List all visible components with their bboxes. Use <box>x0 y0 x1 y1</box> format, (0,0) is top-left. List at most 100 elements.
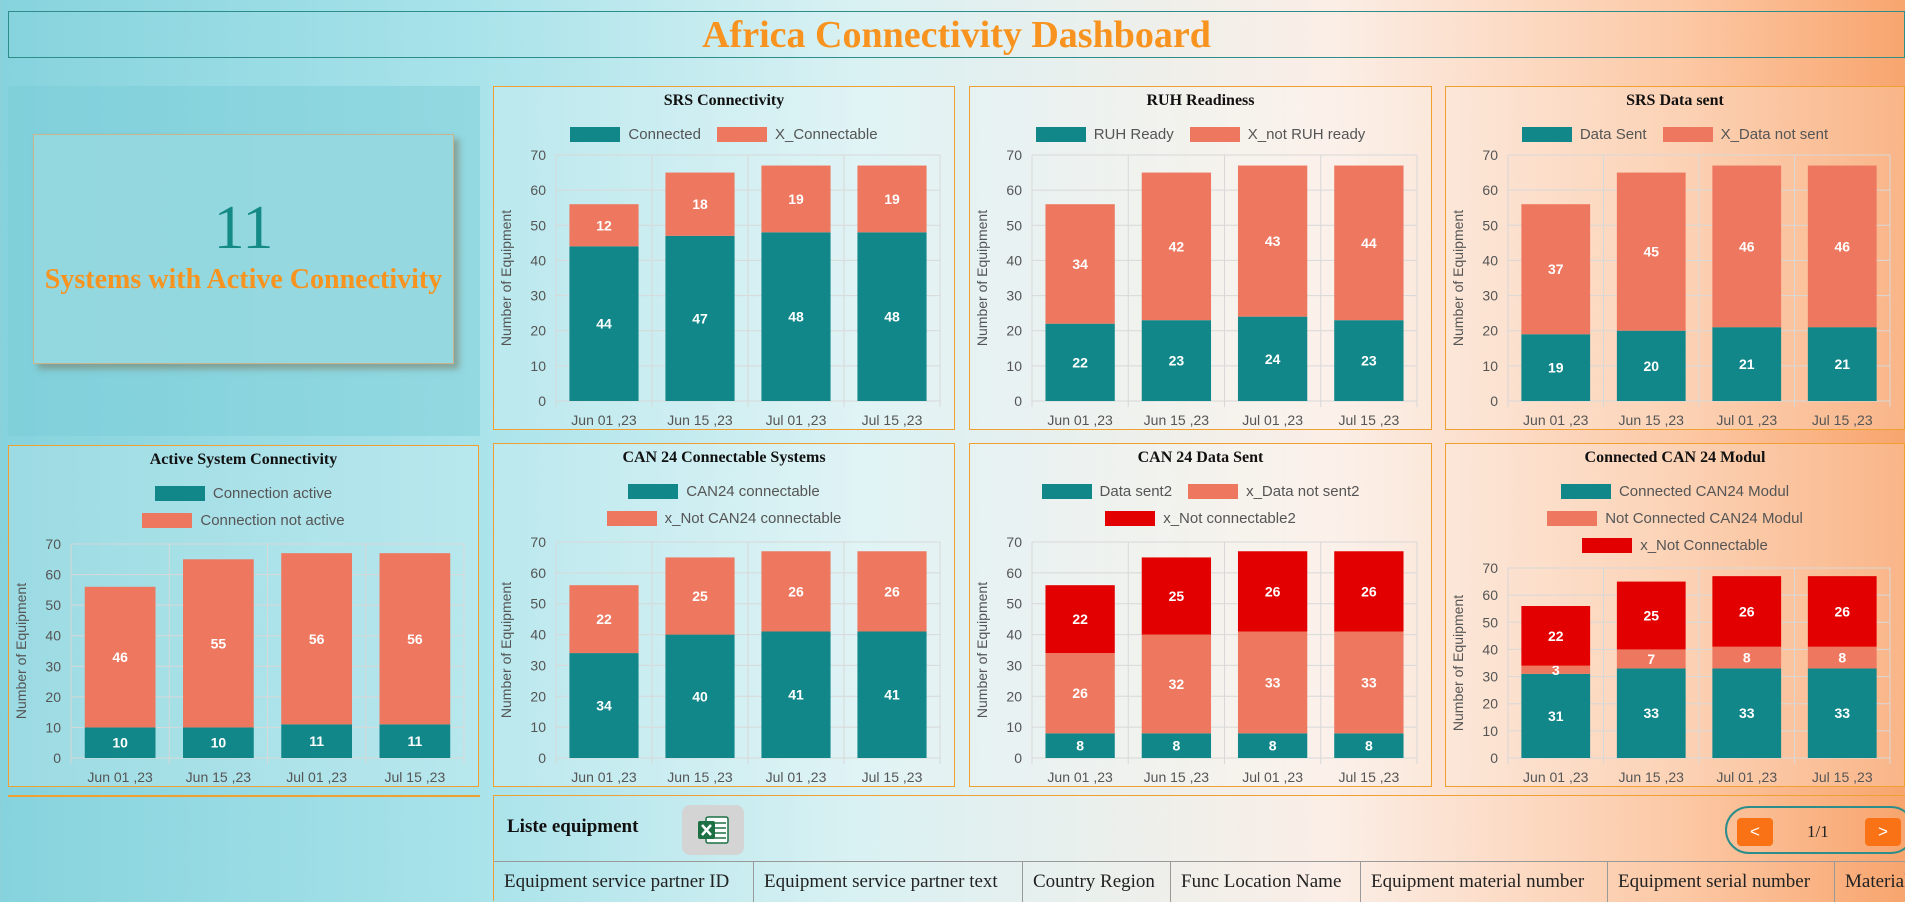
data-label: 31 <box>1548 708 1564 724</box>
data-label: 25 <box>692 588 708 604</box>
y-tick-label: 20 <box>530 323 546 339</box>
srs-data-sent-panel: SRS Data sent Data Sent X_Data not sent 0 10… <box>1445 86 1905 430</box>
column-header[interactable]: Equipment service partner ID <box>494 862 754 902</box>
x-tick-label: Jun 15 ,23 <box>1144 412 1210 428</box>
bar-segment <box>665 557 735 635</box>
data-label: 3 <box>1552 662 1560 678</box>
data-label: 42 <box>1169 238 1185 254</box>
y-tick-label: 10 <box>530 358 546 374</box>
y-tick-label: 70 <box>530 147 546 163</box>
column-header[interactable]: Func Location Name <box>1171 862 1361 902</box>
bar-segment <box>1237 165 1308 317</box>
data-label: 55 <box>211 635 227 651</box>
bar-segment <box>1141 320 1212 401</box>
srs-connectivity-panel: SRS Connectivity Connected X_Connectable 0 1… <box>493 86 955 430</box>
y-tick-label: 30 <box>1006 657 1022 673</box>
data-label: 40 <box>692 688 708 704</box>
x-tick-label: Jul 01 ,23 <box>766 769 827 785</box>
data-label: 25 <box>1169 588 1185 604</box>
chart-title: SRS Connectivity <box>663 92 785 109</box>
legend-label: Not Connected CAN24 Modul <box>1605 510 1803 527</box>
x-tick-label: Jul 01 ,23 <box>1242 412 1303 428</box>
legend-item[interactable]: Data Sent <box>1521 126 1647 143</box>
y-tick-label: 60 <box>1482 587 1498 603</box>
y-axis-label: Number of Equipment <box>498 582 514 718</box>
legend-item[interactable]: X_Connectable <box>716 126 878 143</box>
y-tick-label: 50 <box>530 217 546 233</box>
x-tick-label: Jun 01 ,23 <box>1523 412 1589 428</box>
bar-segment <box>857 631 927 758</box>
bar-segment <box>1334 165 1404 321</box>
legend-item[interactable]: Connected <box>570 126 701 143</box>
legend-item[interactable]: X_not RUH ready <box>1189 126 1365 143</box>
y-tick-label: 70 <box>530 534 546 550</box>
legend-swatch <box>1189 127 1240 142</box>
legend-item[interactable]: x_Not CAN24 connectable <box>606 510 841 527</box>
legend-item[interactable]: X_Data not sent <box>1662 126 1828 143</box>
data-label: 26 <box>1739 603 1755 619</box>
data-label: 8 <box>1365 738 1373 754</box>
legend-item[interactable]: Connection active <box>154 485 332 502</box>
legend-item[interactable]: Data sent2 <box>1041 483 1172 500</box>
data-label: 33 <box>1834 705 1850 721</box>
data-label: 22 <box>1548 628 1564 644</box>
legend-item[interactable]: Connection not active <box>142 512 345 529</box>
bar-segment <box>1807 668 1877 758</box>
x-tick-label: Jul 01 ,23 <box>1242 769 1303 785</box>
column-header[interactable]: Material <box>1835 862 1905 902</box>
bar-segment <box>84 727 156 758</box>
legend-label: Data Sent <box>1579 126 1647 143</box>
y-axis-label: Number of Equipment <box>974 582 990 718</box>
y-tick-label: 20 <box>1006 688 1022 704</box>
column-header[interactable]: Equipment service partner text <box>754 862 1023 902</box>
y-tick-label: 70 <box>1006 534 1022 550</box>
bar-segment <box>1712 165 1782 328</box>
bar-segment <box>857 232 927 401</box>
legend-swatch <box>606 511 657 526</box>
x-tick-label: Jul 15 ,23 <box>385 769 446 785</box>
legend-item[interactable]: x_Not connectable2 <box>1105 510 1296 527</box>
legend-label: x_Data not sent2 <box>1246 483 1360 500</box>
column-header[interactable]: Equipment serial number <box>1608 862 1835 902</box>
chart-title: RUH Readiness <box>1146 92 1255 109</box>
data-label: 8 <box>1269 738 1277 754</box>
x-tick-label: Jun 15 ,23 <box>1144 769 1210 785</box>
chart-legend: RUH Ready X_not RUH ready <box>970 121 1431 148</box>
bar-segment <box>569 653 639 758</box>
export-excel-button[interactable] <box>682 805 744 855</box>
legend-item[interactable]: RUH Ready <box>1035 126 1174 143</box>
legend-item[interactable]: x_Not Connectable <box>1582 537 1768 554</box>
next-page-button[interactable]: > <box>1865 818 1901 846</box>
data-label: 22 <box>1072 611 1088 627</box>
y-tick-label: 40 <box>1006 252 1022 268</box>
chart-title: Connected CAN 24 Modul <box>1584 449 1766 466</box>
legend-item[interactable]: CAN24 connectable <box>628 483 820 500</box>
data-label: 46 <box>1834 238 1850 254</box>
legend-item[interactable]: Connected CAN24 Modul <box>1560 483 1790 500</box>
y-tick-label: 60 <box>1006 565 1022 581</box>
y-axis-label: Number of Equipment <box>1450 595 1466 731</box>
prev-page-button[interactable]: < <box>1737 818 1773 846</box>
legend-item[interactable]: x_Data not sent2 <box>1188 483 1359 500</box>
legend-label: Connected <box>628 126 701 143</box>
data-label: 19 <box>1548 360 1564 376</box>
column-header[interactable]: Equipment material number <box>1361 862 1608 902</box>
bar-segment <box>281 724 352 758</box>
y-tick-label: 10 <box>530 719 546 735</box>
can24-connectable-panel: CAN 24 Connectable Systems CAN24 connecta… <box>493 443 955 787</box>
y-tick-label: 20 <box>1482 696 1498 712</box>
data-label: 22 <box>1072 354 1088 370</box>
bar-segment <box>1237 316 1308 401</box>
legend-item[interactable]: Not Connected CAN24 Modul <box>1547 510 1803 527</box>
x-tick-label: Jun 01 ,23 <box>1047 412 1113 428</box>
stacked-bar-chart: 0 10 20 30 40 50 60 70 Number of Equipment 22 34 Ju… <box>974 147 1418 428</box>
legend-label: x_Not connectable2 <box>1163 510 1296 527</box>
chart-legend: CAN24 connectable x_Not CAN24 connectable <box>494 478 954 532</box>
data-label: 33 <box>1739 705 1755 721</box>
stacked-bar-chart: 0 10 20 30 40 50 60 70 Number of Equipment 19 37 Ju… <box>1450 147 1891 428</box>
column-header[interactable]: Country Region <box>1023 862 1171 902</box>
bar-segment <box>1237 551 1308 632</box>
bar-segment <box>1616 668 1686 758</box>
legend-label: Connected CAN24 Modul <box>1618 483 1790 500</box>
x-tick-label: Jun 01 ,23 <box>571 769 637 785</box>
